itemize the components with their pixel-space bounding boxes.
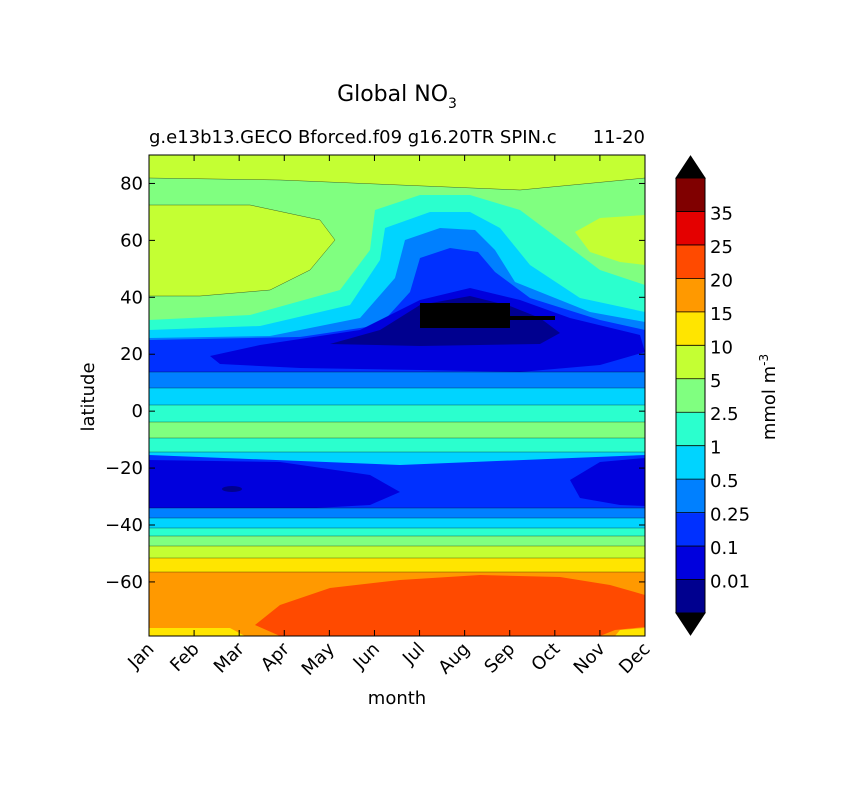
x-tick-label: May xyxy=(298,638,339,679)
x-tick-label: Aug xyxy=(434,639,474,679)
colorbar-tick-label: 0.5 xyxy=(710,471,739,492)
colorbar-segment xyxy=(676,546,705,581)
chart-subtitle-overlap: 11-20 xyxy=(593,127,645,148)
colorbar-tick-label: 1 xyxy=(710,438,721,459)
contour-band-north-tropic-1 xyxy=(149,372,645,388)
x-tick-label: Sep xyxy=(480,639,519,678)
colorbar-segment xyxy=(676,244,705,279)
y-tick-label: 20 xyxy=(120,344,143,365)
contour-band-north-winter xyxy=(149,205,335,296)
colorbar-tick-label: 0.1 xyxy=(710,538,739,559)
colorbar-segment xyxy=(676,479,705,514)
x-tick-label: Oct xyxy=(527,639,564,676)
colorbar-tick-label: 35 xyxy=(710,203,733,224)
contour-band-north-tropic-3 xyxy=(149,405,645,422)
contour-band-south-mid-5 xyxy=(149,546,645,558)
colorbar-segment xyxy=(676,579,705,614)
contour-band-south-min-spot xyxy=(222,486,242,492)
colorbar-tick-label: 0.25 xyxy=(710,505,750,526)
contour-lines xyxy=(149,177,645,573)
colorbar-segment xyxy=(676,211,705,246)
plot-area xyxy=(149,155,645,636)
contour-band-south-edge-right xyxy=(615,628,645,636)
colorbar-tick-label: 15 xyxy=(710,304,733,325)
y-axis-label: latitude xyxy=(78,362,99,431)
y-tick-label: 40 xyxy=(120,287,143,308)
x-tick-label: Mar xyxy=(210,638,249,677)
contour-band-extend-low-sliver xyxy=(505,316,555,320)
contour-band-equator xyxy=(149,422,645,438)
colorbar-tick-label: 5 xyxy=(710,371,721,392)
plot-frame xyxy=(148,154,646,637)
contour-band-north-winter-dec xyxy=(575,215,645,265)
contour-band-south-mid-3 xyxy=(149,528,645,536)
x-tick-label: Jan xyxy=(123,639,158,674)
colorbar: 0.01 0.1 0.25 0.5 1 2.5 5 10 15 20 25 35 xyxy=(675,155,750,636)
contour-band-south-mid-2 xyxy=(149,518,645,528)
colorbar-tick-label: 10 xyxy=(710,337,733,358)
contour-band-south-max xyxy=(255,575,645,636)
colorbar-segment xyxy=(676,345,705,380)
contour-band-south-tropic-1 xyxy=(149,438,645,452)
colorbar-tick-label: 25 xyxy=(710,237,733,258)
y-tick-label: −40 xyxy=(105,515,143,536)
x-tick-label: Feb xyxy=(166,639,203,676)
y-tick-label: 0 xyxy=(132,401,143,422)
x-axis-label: month xyxy=(368,688,426,709)
colorbar-segment xyxy=(676,445,705,480)
y-tick-label: −60 xyxy=(105,572,143,593)
colorbar-segment xyxy=(676,178,705,212)
x-tick-label: Jun xyxy=(349,639,384,674)
colorbar-frame xyxy=(675,177,706,614)
x-tick-label: Dec xyxy=(615,639,654,678)
colorbar-tick-label: 0.01 xyxy=(710,572,750,593)
x-tick-label: Apr xyxy=(257,638,294,675)
colorbar-segment xyxy=(676,378,705,413)
x-tick-label: Jul xyxy=(398,639,429,670)
contour-band-south-min-left xyxy=(149,460,400,510)
chart-subtitle: g.e13b13.GECO Bforced.f09 g16.20TR SPIN.… xyxy=(149,127,557,148)
contour-band-south-mid-6 xyxy=(149,558,645,572)
chart-title: Global NO3 xyxy=(337,82,457,112)
colorbar-segment xyxy=(676,311,705,346)
colorbar-segment xyxy=(676,278,705,313)
contour-band-north-cap xyxy=(149,155,645,190)
contour-band-south-edge xyxy=(149,628,245,636)
colorbar-segment xyxy=(676,512,705,547)
y-tick-label: 80 xyxy=(120,173,143,194)
colorbar-label: mmol m-3 xyxy=(757,354,780,440)
x-tick-label: Nov xyxy=(570,638,610,678)
colorbar-extend-low xyxy=(675,612,706,636)
contour-band-extend-low-north xyxy=(420,303,510,328)
colorbar-tick-label: 2.5 xyxy=(710,404,739,425)
contour-band-south-mid-4 xyxy=(149,536,645,546)
colorbar-tick-label: 20 xyxy=(710,270,733,291)
contour-band-south-mid-1 xyxy=(149,508,645,518)
y-tick-label: −20 xyxy=(105,458,143,479)
colorbar-segment xyxy=(676,412,705,447)
contour-band-south-min-right xyxy=(570,458,645,506)
y-tick-label: 60 xyxy=(120,230,143,251)
colorbar-extend-high xyxy=(675,155,706,179)
contour-band-north-tropic-2 xyxy=(149,388,645,405)
y-axis: 80 60 40 20 0 −20 −40 −60 xyxy=(105,173,645,593)
